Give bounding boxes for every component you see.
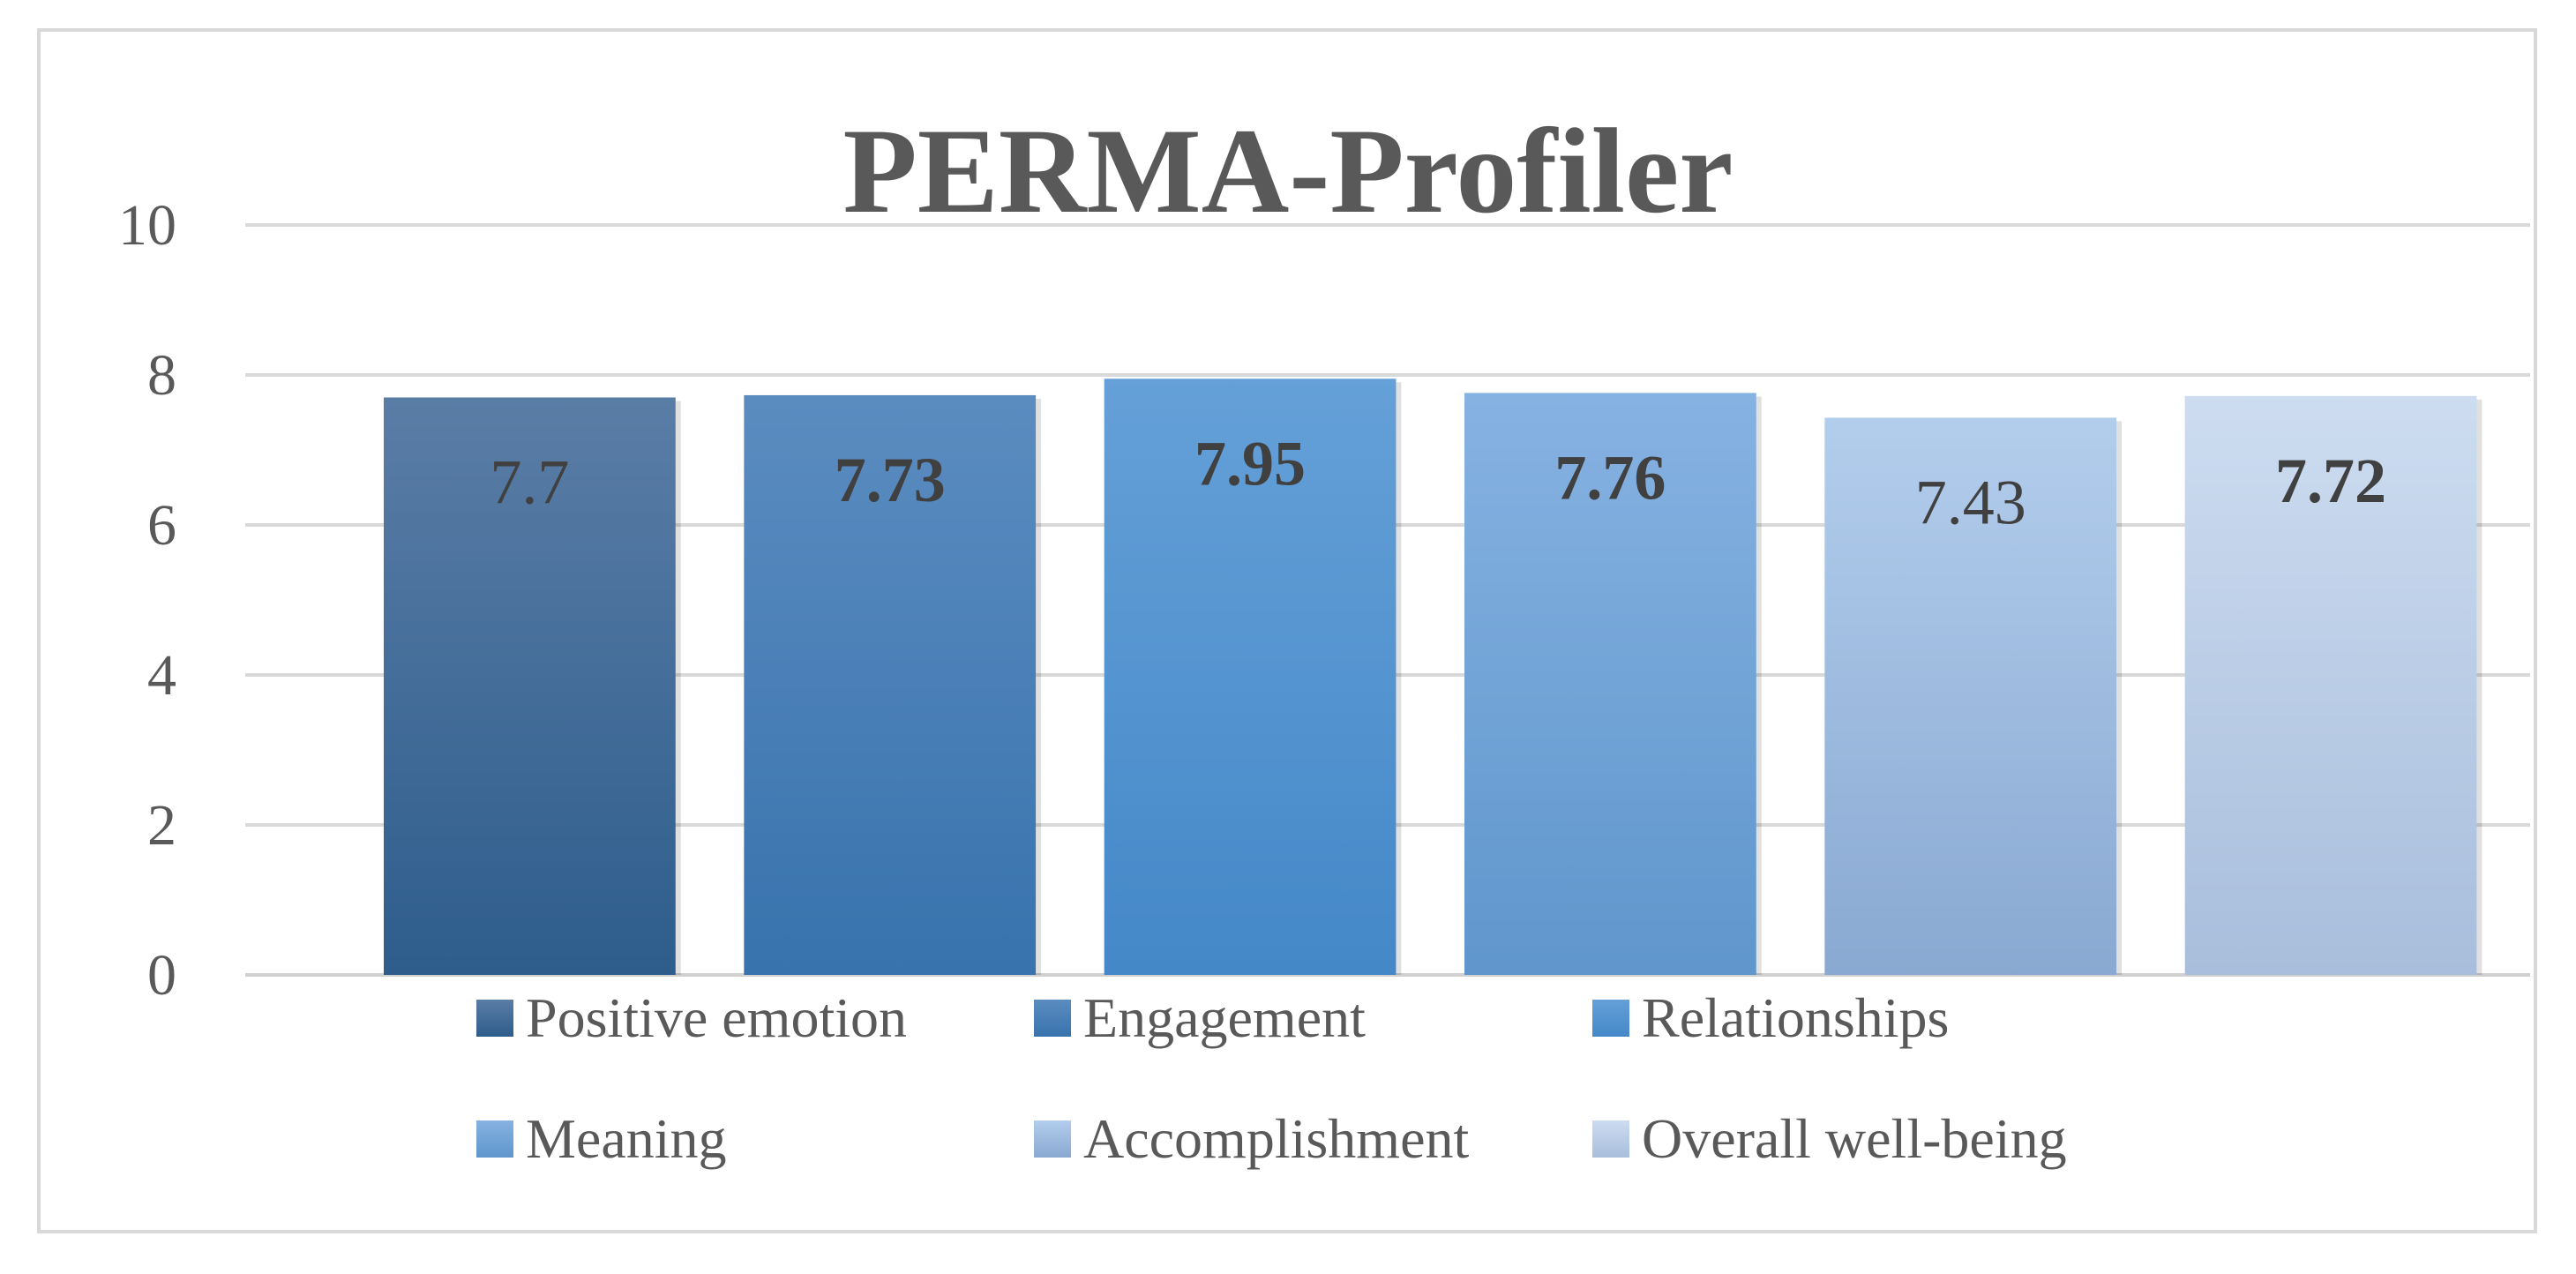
data-label: 7.72 — [2275, 446, 2386, 516]
bar-accomplishment — [1824, 417, 2117, 975]
y-tick-label: 6 — [147, 493, 176, 558]
y-tick-label: 4 — [147, 643, 176, 708]
legend-label: Accomplishment — [1083, 1107, 1469, 1170]
legend-swatch — [1034, 1120, 1071, 1158]
legend-swatch — [1034, 1000, 1071, 1037]
legend-swatch — [476, 1120, 513, 1158]
data-label: 7.73 — [835, 445, 946, 515]
bar-engagement — [744, 394, 1037, 975]
data-label: 7.95 — [1194, 428, 1306, 498]
y-axis-ticks: 0 2 4 6 8 10 — [118, 193, 176, 1008]
data-label: 7.43 — [1915, 467, 2026, 537]
data-label: 7.7 — [490, 447, 569, 518]
bar-relationships — [1104, 378, 1397, 975]
legend: Positive emotion Engagement Relationships M… — [476, 986, 2067, 1170]
data-labels: 7.7 7.73 7.95 7.76 7.43 7.72 — [490, 428, 2386, 537]
y-tick-label: 10 — [118, 193, 176, 258]
legend-label: Positive emotion — [526, 986, 907, 1049]
bars — [384, 378, 2482, 975]
legend-label: Engagement — [1083, 986, 1366, 1049]
y-tick-label: 0 — [147, 943, 176, 1008]
y-tick-label: 8 — [147, 343, 176, 408]
bar-overall-well-being — [2184, 395, 2477, 975]
legend-swatch — [476, 1000, 513, 1037]
bar-positive-emotion — [384, 397, 676, 975]
legend-label: Relationships — [1642, 986, 1949, 1049]
legend-swatch — [1592, 1000, 1629, 1037]
legend-swatch — [1592, 1120, 1629, 1158]
data-label: 7.76 — [1554, 442, 1666, 513]
legend-label: Meaning — [526, 1107, 727, 1170]
legend-label: Overall well-being — [1642, 1107, 2067, 1170]
chart-title: PERMA-Profiler — [842, 103, 1733, 238]
y-tick-label: 2 — [147, 793, 176, 858]
bar-meaning — [1464, 393, 1756, 975]
